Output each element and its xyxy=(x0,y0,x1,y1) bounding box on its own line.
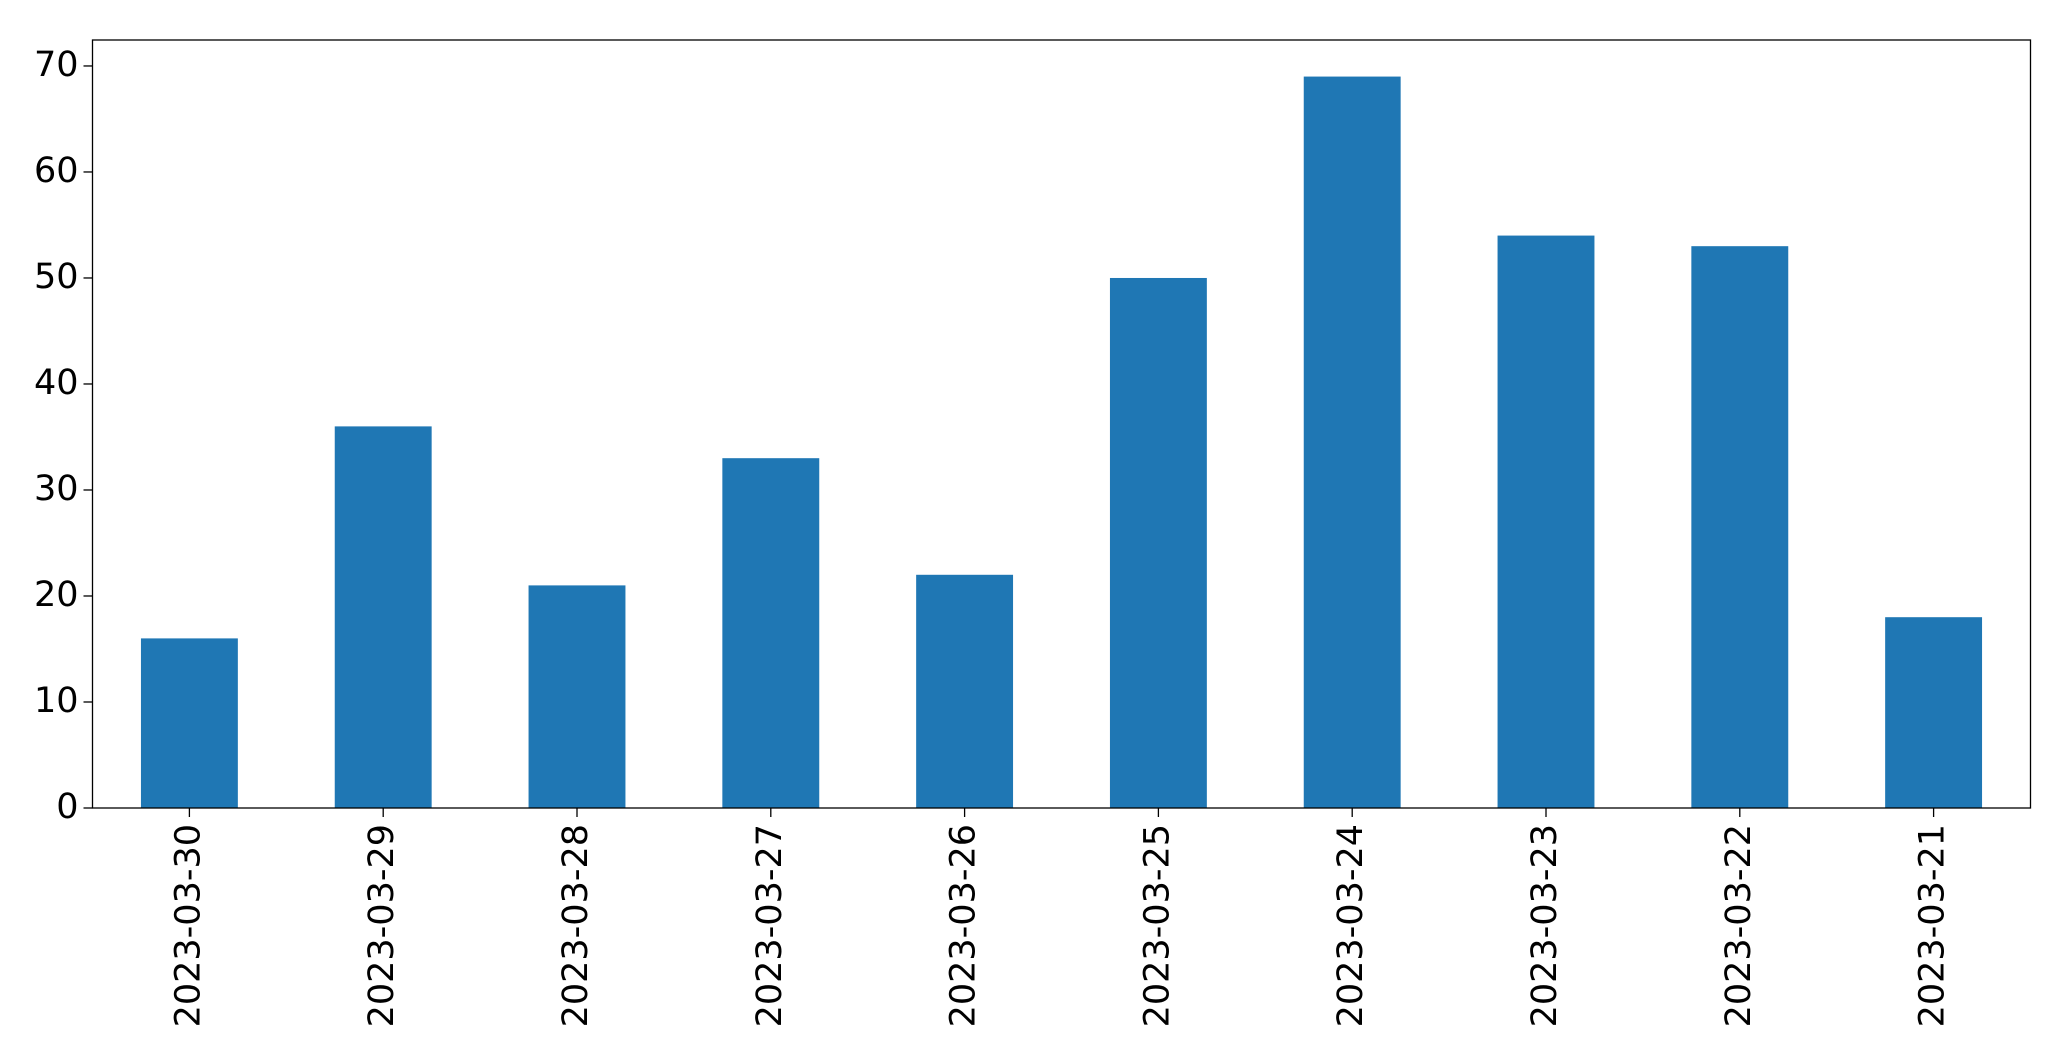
bar xyxy=(722,458,820,808)
x-tick-label: 2023-03-21 xyxy=(1913,824,1953,1027)
y-tick-label: 40 xyxy=(34,363,79,403)
x-tick-label: 2023-03-25 xyxy=(1137,824,1177,1027)
x-tick-label: 2023-03-23 xyxy=(1525,824,1565,1027)
bar xyxy=(140,638,238,808)
bar xyxy=(1497,235,1595,808)
x-tick-label: 2023-03-28 xyxy=(556,824,596,1027)
x-tick-label: 2023-03-27 xyxy=(750,824,790,1027)
y-tick-label: 10 xyxy=(34,681,79,721)
axes-frame xyxy=(91,39,2032,809)
x-tick-label: 2023-03-26 xyxy=(944,824,984,1027)
y-tick-label: 30 xyxy=(34,469,79,509)
bar xyxy=(528,585,626,808)
y-tick-label: 70 xyxy=(34,45,79,85)
x-tick-label: 2023-03-29 xyxy=(362,824,402,1027)
y-tick-label: 50 xyxy=(34,257,79,297)
y-tick-label: 20 xyxy=(34,575,79,615)
bar xyxy=(1691,246,1789,809)
x-tick-label: 2023-03-22 xyxy=(1719,824,1759,1027)
bar xyxy=(334,426,432,808)
bar xyxy=(1885,617,1983,808)
bar xyxy=(1109,277,1207,808)
bar xyxy=(916,574,1014,808)
y-tick-label: 0 xyxy=(56,787,78,827)
y-tick-label: 60 xyxy=(34,151,79,191)
x-tick-label: 2023-03-24 xyxy=(1331,824,1371,1027)
x-tick-label: 2023-03-30 xyxy=(168,824,208,1027)
bar xyxy=(1303,76,1401,809)
